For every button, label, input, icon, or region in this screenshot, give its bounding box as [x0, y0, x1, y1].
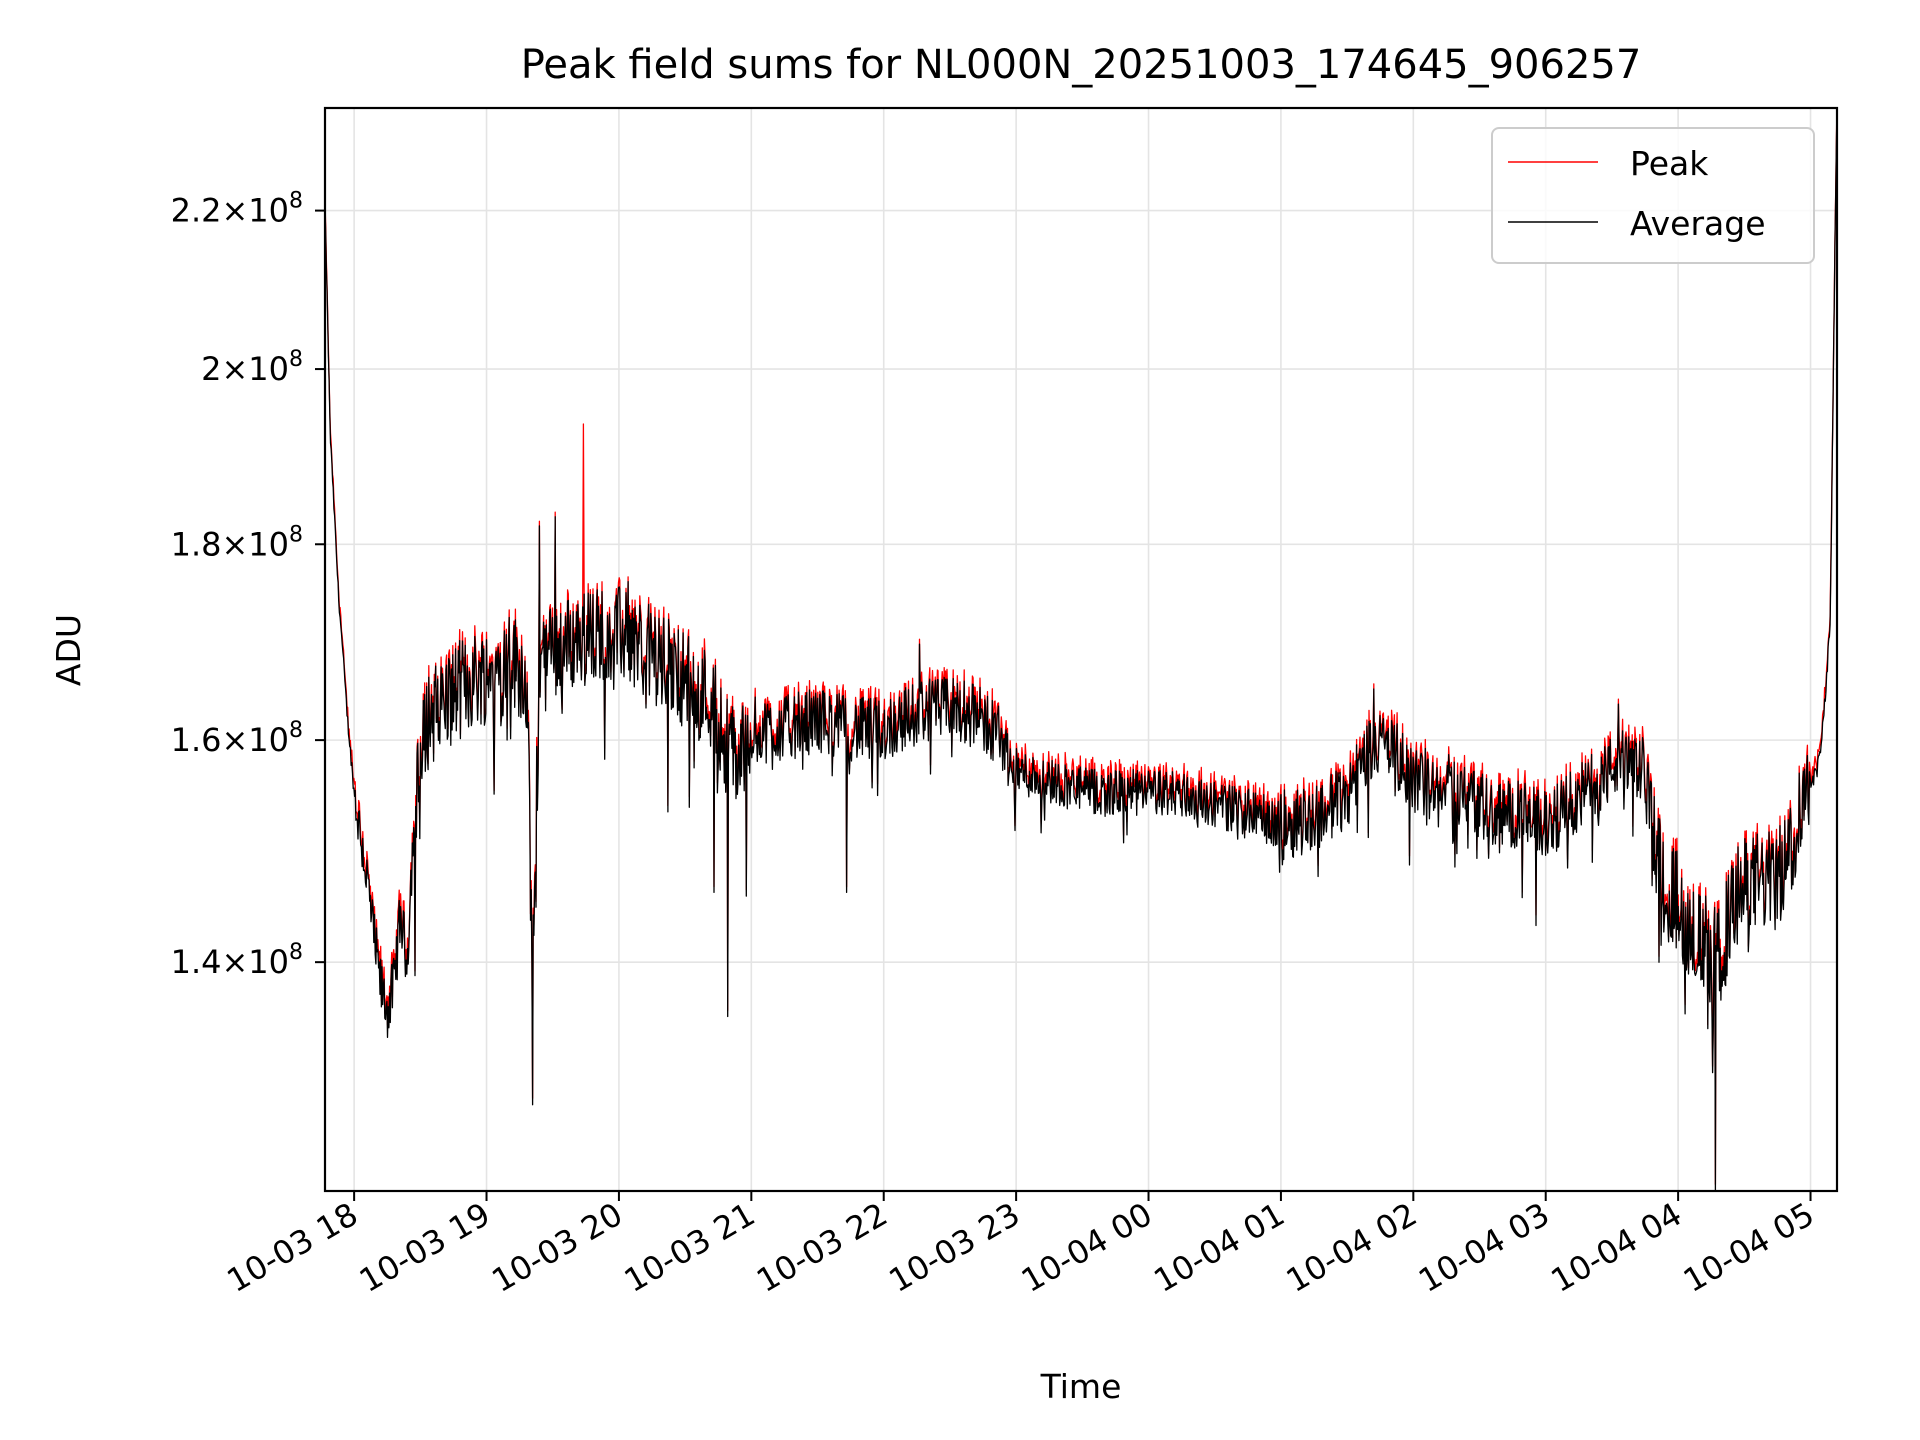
- y-tick-times: ×: [221, 350, 248, 388]
- y-tick-mantissa: 1.6: [171, 721, 222, 759]
- y-tick-exponent: 8: [289, 718, 303, 743]
- y-tick-label: 1.6×108: [171, 718, 303, 759]
- y-tick-exponent: 8: [289, 940, 303, 965]
- y-tick-mantissa: 1.4: [171, 943, 222, 981]
- y-tick-times: ×: [221, 721, 248, 759]
- y-tick-label: 2.2×108: [171, 189, 303, 230]
- y-tick-exponent: 8: [289, 189, 303, 214]
- y-tick-exponent: 8: [289, 347, 303, 372]
- y-tick-label: 1.8×108: [171, 522, 303, 563]
- y-tick-base: 10: [248, 943, 289, 981]
- x-axis-label: Time: [1040, 1367, 1122, 1406]
- axes-frame: [323, 106, 1839, 1193]
- y-tick-label: 1.4×108: [171, 940, 303, 981]
- legend: Peak Average: [1491, 127, 1815, 264]
- grid-lines: [325, 108, 1837, 1191]
- legend-peak-label: Peak: [1630, 144, 1709, 183]
- y-tick-times: ×: [221, 943, 248, 981]
- y-tick-base: 10: [248, 192, 289, 230]
- series-average-line: [325, 108, 1837, 1191]
- y-tick-label: 2×108: [201, 347, 303, 388]
- chart-title: Peak field sums for NL000N_20251003_1746…: [521, 42, 1642, 88]
- y-tick-mantissa: 2: [201, 350, 221, 388]
- y-tick-base: 10: [248, 721, 289, 759]
- legend-average-label: Average: [1630, 204, 1766, 243]
- y-tick-times: ×: [221, 192, 248, 230]
- y-tick-base: 10: [248, 525, 289, 563]
- y-tick-mantissa: 2.2: [171, 192, 222, 230]
- y-axis-label: ADU: [49, 614, 88, 686]
- y-tick-times: ×: [221, 525, 248, 563]
- y-tick-base: 10: [248, 350, 289, 388]
- y-tick-mantissa: 1.8: [171, 525, 222, 563]
- y-tick-exponent: 8: [289, 522, 303, 547]
- series-layer: [325, 108, 1837, 1191]
